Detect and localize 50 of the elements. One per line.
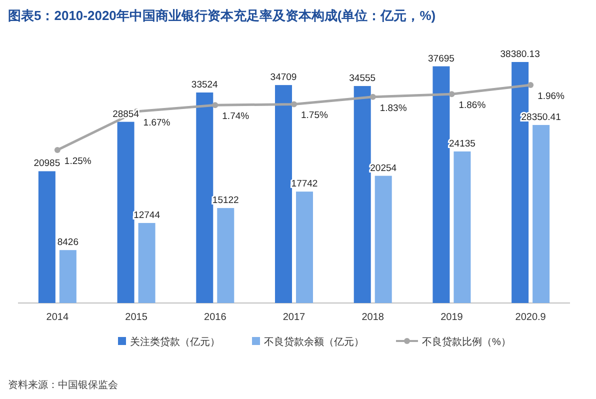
x-tick-label: 2020.9 [515,312,546,323]
bar [138,222,156,303]
data-label: 1.74% [222,111,250,122]
bar [38,171,56,303]
label-series: 24135 [449,138,476,150]
bar [374,176,392,303]
bar [217,208,234,303]
bar [117,122,134,303]
x-tick-label: 2014 [46,312,69,323]
bar [532,124,550,303]
x-tick-label: 2019 [440,312,464,323]
label-series: 20985 [34,158,60,170]
label-series: 28854 [112,108,139,120]
bar [196,92,214,303]
x-tick-label: 2017 [282,312,306,323]
chart-title: 图表5：2010-2020年中国商业银行资本充足率及资本构成(单位：亿元，%) [8,8,436,23]
bar [59,250,76,303]
x-tick-label: 2016 [204,312,227,323]
data-label: 1.67% [143,118,171,129]
label-series: 34555 [349,73,376,84]
bar [454,151,471,303]
x-tick-label: 2018 [362,312,384,323]
label-series: 8426 [57,237,78,248]
point [54,147,60,153]
point [212,102,218,108]
label-series: 12744 [134,210,160,221]
data-label: 1.96% [538,91,566,102]
point [291,101,297,108]
label-series: 33524 [191,80,218,90]
label-series: 17742 [291,178,318,190]
data-label: 1.86% [458,100,486,112]
label-series: 38380.13 [500,49,540,60]
bar [275,85,292,303]
x-tick-label: 2015 [125,312,148,323]
label-series: 34709 [270,72,297,84]
label-series: 15122 [212,195,239,206]
point [370,94,376,100]
legend-label: 不良贷款比例（%） [422,336,511,348]
bar [296,192,313,303]
legend-label: 不良贷款余额（亿元） [264,336,364,348]
legend-label: 关注类贷款（亿元） [130,336,220,348]
text: 资料来源：中国银保监会 [8,379,118,391]
bar [432,66,450,303]
point [528,82,534,88]
data-label: 1.75% [301,110,328,122]
data-label: 1.25% [64,156,92,167]
bar [354,86,371,303]
data-label: 1.83% [380,102,408,114]
label-series: 37695 [428,53,454,64]
point [448,91,455,98]
